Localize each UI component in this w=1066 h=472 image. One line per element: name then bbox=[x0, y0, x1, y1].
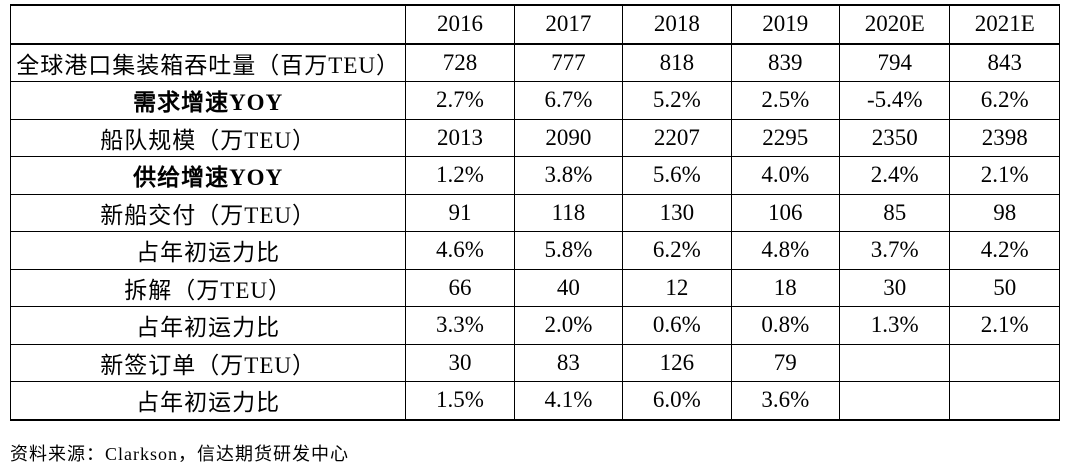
table-cell: 4.8% bbox=[730, 231, 841, 270]
table-cell: 4.6% bbox=[405, 231, 515, 270]
row-label: 需求增速YOY bbox=[9, 81, 407, 120]
row-label: 船队规模（万TEU） bbox=[9, 118, 407, 157]
year-header: 2019 bbox=[730, 4, 841, 45]
table-cell: 2350 bbox=[839, 118, 951, 157]
table-cell: 6.2% bbox=[949, 81, 1060, 120]
header-row: 2016 2017 2018 2019 2020E 2021E bbox=[9, 4, 1060, 45]
header-corner-cell bbox=[9, 4, 407, 45]
year-header: 2017 bbox=[513, 4, 624, 45]
table-cell: 3.3% bbox=[405, 306, 515, 345]
table-cell: 130 bbox=[622, 193, 732, 232]
table-cell: 50 bbox=[949, 268, 1060, 307]
table-cell: 30 bbox=[405, 343, 515, 382]
table-cell bbox=[949, 381, 1060, 421]
row-label: 拆解（万TEU） bbox=[9, 268, 407, 307]
table-cell: 118 bbox=[513, 193, 624, 232]
table-cell: 30 bbox=[839, 268, 951, 307]
table-row: 占年初运力比 1.5% 4.1% 6.0% 3.6% bbox=[9, 381, 1060, 421]
row-label: 占年初运力比 bbox=[9, 381, 407, 421]
table-row: 新船交付（万TEU） 91 118 130 106 85 98 bbox=[9, 193, 1060, 232]
table-cell: 2.0% bbox=[513, 306, 624, 345]
table-cell: 5.2% bbox=[622, 81, 732, 120]
table-cell bbox=[839, 381, 951, 421]
table-cell: 66 bbox=[405, 268, 515, 307]
table-row: 占年初运力比 3.3% 2.0% 0.6% 0.8% 1.3% 2.1% bbox=[9, 306, 1060, 345]
source-note: 资料来源：Clarkson，信达期货研发中心 bbox=[10, 444, 349, 464]
year-header: 2016 bbox=[405, 4, 515, 45]
table-cell: 83 bbox=[513, 343, 624, 382]
year-header: 2021E bbox=[949, 4, 1060, 45]
table-cell: 1.5% bbox=[405, 381, 515, 421]
table-cell: 4.1% bbox=[513, 381, 624, 421]
table-cell: 3.7% bbox=[839, 231, 951, 270]
table-cell bbox=[839, 343, 951, 382]
table-cell: 728 bbox=[405, 43, 515, 82]
table-cell: 2.7% bbox=[405, 81, 515, 120]
table-cell: 6.2% bbox=[622, 231, 732, 270]
table-cell: 5.6% bbox=[622, 156, 732, 195]
table-row: 船队规模（万TEU） 2013 2090 2207 2295 2350 2398 bbox=[9, 118, 1060, 157]
table-cell: 2.5% bbox=[730, 81, 841, 120]
container-throughput-table: 2016 2017 2018 2019 2020E 2021E 全球港口集装箱吞… bbox=[9, 4, 1060, 421]
table-cell: 2207 bbox=[622, 118, 732, 157]
table-cell: 18 bbox=[730, 268, 841, 307]
table-cell: 3.6% bbox=[730, 381, 841, 421]
year-header: 2020E bbox=[839, 4, 951, 45]
table-row: 供给增速YOY 1.2% 3.8% 5.6% 4.0% 2.4% 2.1% bbox=[9, 156, 1060, 195]
table-cell: 3.8% bbox=[513, 156, 624, 195]
table-cell: 98 bbox=[949, 193, 1060, 232]
table-cell: 843 bbox=[949, 43, 1060, 82]
table-cell: 6.0% bbox=[622, 381, 732, 421]
table-row: 新签订单（万TEU） 30 83 126 79 bbox=[9, 343, 1060, 382]
table-cell: 818 bbox=[622, 43, 732, 82]
table-cell: 2.1% bbox=[949, 156, 1060, 195]
table-cell: 91 bbox=[405, 193, 515, 232]
table-cell: 106 bbox=[730, 193, 841, 232]
table-cell: 1.3% bbox=[839, 306, 951, 345]
table-cell: 839 bbox=[730, 43, 841, 82]
table-cell: 2398 bbox=[949, 118, 1060, 157]
table-cell: 2295 bbox=[730, 118, 841, 157]
table-cell: 12 bbox=[622, 268, 732, 307]
table-cell: -5.4% bbox=[839, 81, 951, 120]
row-label: 新船交付（万TEU） bbox=[9, 193, 407, 232]
table-cell: 4.2% bbox=[949, 231, 1060, 270]
table-cell: 2.4% bbox=[839, 156, 951, 195]
year-header: 2018 bbox=[622, 4, 732, 45]
row-label: 新签订单（万TEU） bbox=[9, 343, 407, 382]
row-label: 供给增速YOY bbox=[9, 156, 407, 195]
data-table-container: 2016 2017 2018 2019 2020E 2021E 全球港口集装箱吞… bbox=[9, 4, 1060, 421]
row-label: 占年初运力比 bbox=[9, 306, 407, 345]
table-cell: 126 bbox=[622, 343, 732, 382]
table-row: 占年初运力比 4.6% 5.8% 6.2% 4.8% 3.7% 4.2% bbox=[9, 231, 1060, 270]
table-cell: 2013 bbox=[405, 118, 515, 157]
table-cell bbox=[949, 343, 1060, 382]
table-cell: 85 bbox=[839, 193, 951, 232]
table-body: 全球港口集装箱吞吐量（百万TEU） 728 777 818 839 794 843 需求增速Y… bbox=[9, 43, 1060, 421]
table-cell: 794 bbox=[839, 43, 951, 82]
table-cell: 6.7% bbox=[513, 81, 624, 120]
table-cell: 1.2% bbox=[405, 156, 515, 195]
table-row: 需求增速YOY 2.7% 6.7% 5.2% 2.5% -5.4% 6.2% bbox=[9, 81, 1060, 120]
table-cell: 2090 bbox=[513, 118, 624, 157]
table-cell: 40 bbox=[513, 268, 624, 307]
table-row: 拆解（万TEU） 66 40 12 18 30 50 bbox=[9, 268, 1060, 307]
row-label: 全球港口集装箱吞吐量（百万TEU） bbox=[9, 43, 407, 82]
table-cell: 777 bbox=[513, 43, 624, 82]
table-cell: 0.6% bbox=[622, 306, 732, 345]
table-row: 全球港口集装箱吞吐量（百万TEU） 728 777 818 839 794 843 bbox=[9, 43, 1060, 82]
table-cell: 2.1% bbox=[949, 306, 1060, 345]
table-cell: 79 bbox=[730, 343, 841, 382]
table-cell: 5.8% bbox=[513, 231, 624, 270]
table-cell: 4.0% bbox=[730, 156, 841, 195]
table-cell: 0.8% bbox=[730, 306, 841, 345]
row-label: 占年初运力比 bbox=[9, 231, 407, 270]
